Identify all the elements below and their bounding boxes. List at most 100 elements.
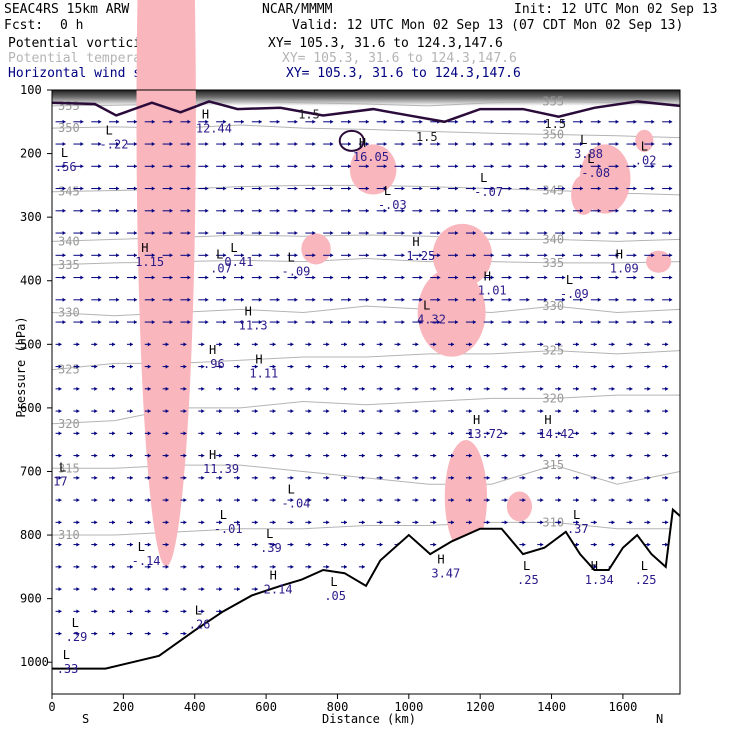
- wind-arrow-440: [412, 386, 419, 391]
- wind-arrow-6: [162, 119, 173, 124]
- wind-arrow-670: [144, 542, 151, 547]
- wind-arrow-149: [216, 208, 227, 213]
- wind-arrow-243: [644, 253, 655, 258]
- wind-arrow-173: [644, 208, 655, 213]
- wind-arrow-284: [126, 297, 137, 302]
- wind-arrow-546: [430, 453, 437, 458]
- wind-arrow-405: [412, 364, 419, 369]
- wind-arrow-611: [341, 498, 348, 503]
- wind-arrow-554: [572, 453, 579, 458]
- wind-arrow-703: [109, 564, 116, 569]
- wind-arrow-85: [323, 164, 334, 169]
- wind-arrow-36: [73, 142, 84, 147]
- wind-arrow-671: [162, 542, 169, 547]
- wind-arrow-298: [376, 297, 387, 302]
- wind-arrow-702: [91, 564, 98, 569]
- wind-arrow-99: [572, 164, 583, 169]
- pv-extremum-value-34: 1.34: [585, 573, 614, 587]
- wind-arrow-668: [109, 542, 116, 547]
- wind-arrow-183: [198, 231, 209, 236]
- wind-arrow-261: [341, 275, 352, 280]
- wind-arrow-115: [233, 186, 244, 191]
- wind-arrow-251: [162, 275, 173, 280]
- wind-arrow-521: [608, 431, 615, 436]
- wind-arrow-431: [251, 386, 258, 391]
- pv-extremum-value-19: .96: [203, 357, 225, 371]
- wind-arrow-598: [109, 498, 116, 503]
- wind-arrow-468: [287, 409, 294, 414]
- wind-arrow-427: [180, 386, 187, 391]
- theta-label-right-350: 350: [542, 128, 564, 142]
- wind-arrow-133: [555, 186, 566, 191]
- wind-arrow-388: [109, 364, 116, 369]
- y-tick-label-1000: 1000: [20, 655, 49, 669]
- wind-arrow-315: [55, 320, 66, 325]
- pv-extremum-value-9: 1.15: [135, 255, 164, 269]
- x-axis-left-end: S: [82, 712, 90, 726]
- wind-arrow-256: [251, 275, 262, 280]
- wind-arrow-346: [608, 320, 619, 325]
- wind-arrow-395: [233, 364, 240, 369]
- wind-arrow-623: [555, 498, 562, 503]
- wind-arrow-510: [412, 431, 419, 436]
- wind-arrow-120: [323, 186, 334, 191]
- wind-arrow-653: [465, 520, 472, 525]
- wind-arrow-635: [144, 520, 151, 525]
- wind-arrow-247: [91, 275, 102, 280]
- wind-arrow-47: [269, 142, 280, 147]
- wind-arrow-613: [376, 498, 383, 503]
- wind-arrow-308: [555, 297, 566, 302]
- wind-arrow-434: [305, 386, 312, 391]
- wind-arrow-291: [251, 297, 262, 302]
- wind-arrow-43: [198, 142, 209, 147]
- wind-arrow-660: [590, 520, 597, 525]
- pv-extremum-value-31: .05: [324, 589, 346, 603]
- wind-arrow-16: [341, 119, 352, 124]
- wind-arrow-455: [55, 409, 62, 414]
- wind-arrow-322: [180, 320, 191, 325]
- wind-arrow-464: [216, 409, 223, 414]
- init-time: Init: 12 UTC Mon 02 Sep 13: [514, 2, 718, 17]
- wind-arrow-711: [251, 564, 258, 569]
- wind-arrow-379: [572, 342, 579, 347]
- wind-arrow-603: [198, 498, 205, 503]
- wind-arrow-270: [501, 275, 512, 280]
- wind-arrow-663: [644, 520, 651, 525]
- wind-arrow-540: [323, 453, 330, 458]
- wind-arrow-306: [519, 297, 530, 302]
- wind-arrow-181: [162, 231, 173, 236]
- wind-arrow-549: [483, 453, 490, 458]
- wind-arrow-106: [73, 186, 84, 191]
- wind-arrow-382: [626, 342, 633, 347]
- wind-arrow-326: [251, 320, 262, 325]
- wind-arrow-657: [537, 520, 544, 525]
- wind-arrow-558: [644, 453, 651, 458]
- wind-arrow-64: [572, 142, 583, 147]
- theta-label-right-310: 310: [542, 515, 564, 529]
- wind-arrow-192: [358, 231, 369, 236]
- wind-arrow-628: [644, 498, 651, 503]
- wind-arrow-126: [430, 186, 441, 191]
- wind-arrow-152: [269, 208, 280, 213]
- wind-arrow-130: [501, 186, 512, 191]
- wind-arrow-520: [590, 431, 597, 436]
- wind-arrow-159: [394, 208, 405, 213]
- wind-arrow-160: [412, 208, 423, 213]
- theta-label-left-345: 345: [58, 185, 80, 199]
- wind-arrow-699: [662, 542, 669, 547]
- pv-extremum-l-27: L: [266, 527, 273, 541]
- wind-arrow-377: [537, 342, 544, 347]
- wind-arrow-508: [376, 431, 383, 436]
- pv-extremum-l-31: L: [330, 575, 337, 589]
- wind-arrow-666: [73, 542, 80, 547]
- wind-arrow-61: [519, 142, 530, 147]
- pv-contour-label-0: 1.5: [298, 108, 320, 122]
- wind-arrow-394: [216, 364, 223, 369]
- wind-arrow-300: [412, 297, 423, 302]
- wind-arrow-556: [608, 453, 615, 458]
- wind-arrow-266: [430, 275, 441, 280]
- wind-arrow-419: [662, 364, 669, 369]
- wind-arrow-230: [412, 253, 423, 258]
- wind-arrow-360: [233, 342, 240, 347]
- wind-arrow-153: [287, 208, 298, 213]
